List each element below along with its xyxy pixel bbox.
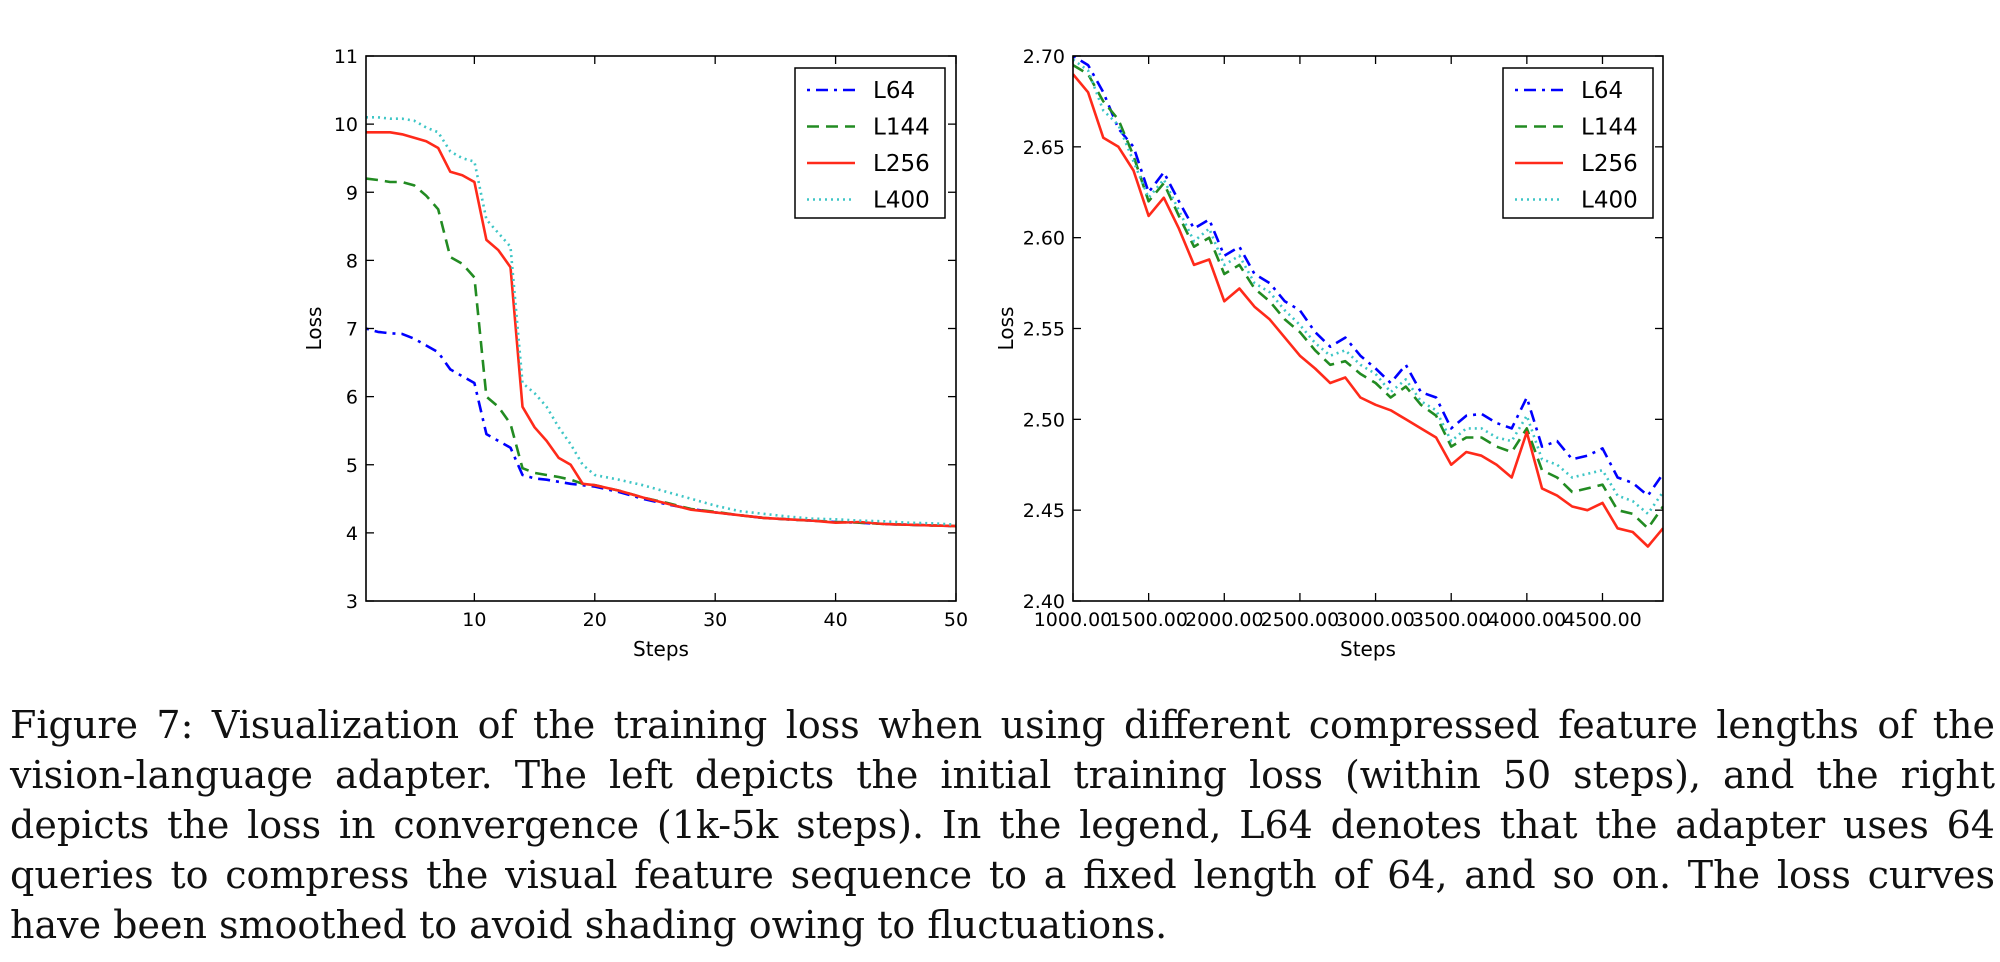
x-tick-label: 4000.00 xyxy=(1488,609,1567,631)
legend-label-l256: L256 xyxy=(873,151,930,177)
x-tick-label: 20 xyxy=(583,609,607,631)
y-tick-label: 11 xyxy=(334,46,358,68)
legend-box xyxy=(794,67,946,219)
x-tick-label: 2500.00 xyxy=(1261,609,1340,631)
y-tick-label: 9 xyxy=(346,182,358,204)
y-tick-label: 2.45 xyxy=(1023,500,1065,522)
y-tick-label: 8 xyxy=(346,250,358,272)
x-tick-label: 3000.00 xyxy=(1336,609,1415,631)
y-axis-label: Loss xyxy=(994,307,1018,351)
x-tick-label: 1000.00 xyxy=(1034,609,1113,631)
legend-label-l64: L64 xyxy=(873,78,915,104)
x-tick-label: 40 xyxy=(823,609,847,631)
legend-label-l144: L144 xyxy=(873,115,930,141)
series-line-l64 xyxy=(1073,56,1663,497)
y-tick-label: 3 xyxy=(346,591,358,613)
y-tick-label: 2.70 xyxy=(1023,46,1065,68)
y-tick-label: 2.55 xyxy=(1023,319,1065,341)
y-tick-label: 4 xyxy=(346,523,358,545)
y-tick-label: 6 xyxy=(346,387,358,409)
loss-charts: 10 20 30 40 50 3 4 5 6 7 8 9 10 11 Steps Loss L64 L144 L25… xyxy=(302,46,1664,661)
x-tick-label: 30 xyxy=(703,609,727,631)
legend-label-l144: L144 xyxy=(1581,115,1638,141)
x-tick-label: 1500.00 xyxy=(1109,609,1188,631)
series-line-l256 xyxy=(1073,73,1663,548)
legend-label-l400: L400 xyxy=(873,188,930,214)
x-tick-label: 3500.00 xyxy=(1412,609,1491,631)
chart-panel-left: 10 20 30 40 50 3 4 5 6 7 8 9 10 11 Steps Loss L64 L144 L25… xyxy=(302,46,968,661)
series-line-l64 xyxy=(366,327,956,528)
y-tick-label: 2.65 xyxy=(1023,137,1065,159)
y-tick-label: 2.60 xyxy=(1023,228,1065,250)
chart-panel-right: 1000.001500.002000.002500.003000.003500.… xyxy=(994,46,1664,661)
x-axis-label: Steps xyxy=(1340,637,1396,661)
x-axis-label: Steps xyxy=(633,637,689,661)
y-tick-label: 2.50 xyxy=(1023,409,1065,431)
figure-caption: Figure 7: Visualization of the training … xyxy=(10,703,1995,947)
series-line-l144 xyxy=(366,177,956,528)
x-tick-label: 10 xyxy=(462,609,486,631)
y-axis-label: Loss xyxy=(302,307,326,351)
series-line-l144 xyxy=(1073,63,1663,530)
legend-box xyxy=(1502,67,1654,219)
y-tick-label: 5 xyxy=(346,455,358,477)
legend-label-l400: L400 xyxy=(1581,188,1638,214)
y-tick-label: 7 xyxy=(346,319,358,341)
x-tick-label: 4500.00 xyxy=(1563,609,1642,631)
x-tick-label: 2000.00 xyxy=(1185,609,1264,631)
series-line-l256 xyxy=(366,131,956,528)
legend-label-l256: L256 xyxy=(1581,151,1638,177)
legend-label-l64: L64 xyxy=(1581,78,1623,104)
x-tick-label: 50 xyxy=(944,609,968,631)
legend: L64 L144 L256 L400 xyxy=(1502,67,1654,219)
y-tick-label: 10 xyxy=(334,114,358,136)
legend: L64 L144 L256 L400 xyxy=(794,67,946,219)
y-tick-label: 2.40 xyxy=(1023,591,1065,613)
